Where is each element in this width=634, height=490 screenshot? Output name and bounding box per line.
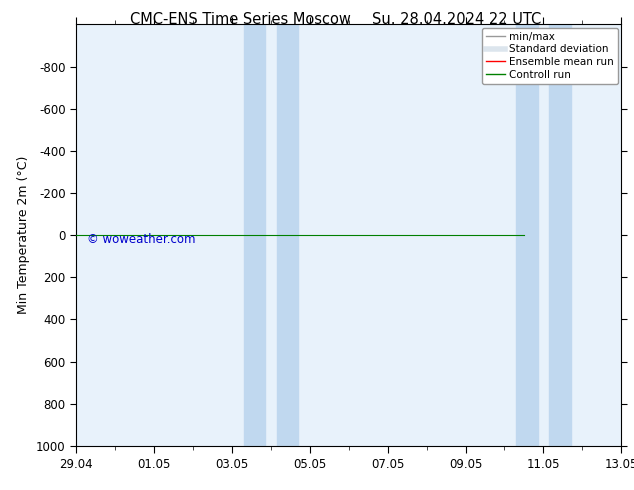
Bar [516,24,538,446]
Text: © woweather.com: © woweather.com [87,233,195,246]
Bar [549,24,571,446]
Bar [276,24,298,446]
Bar [243,24,265,446]
Y-axis label: Min Temperature 2m (°C): Min Temperature 2m (°C) [18,156,30,315]
Legend: min/max, Standard deviation, Ensemble mean run, Controll run: min/max, Standard deviation, Ensemble me… [482,27,618,84]
Text: Su. 28.04.2024 22 UTC: Su. 28.04.2024 22 UTC [372,12,541,27]
Text: CMC-ENS Time Series Moscow: CMC-ENS Time Series Moscow [131,12,351,27]
